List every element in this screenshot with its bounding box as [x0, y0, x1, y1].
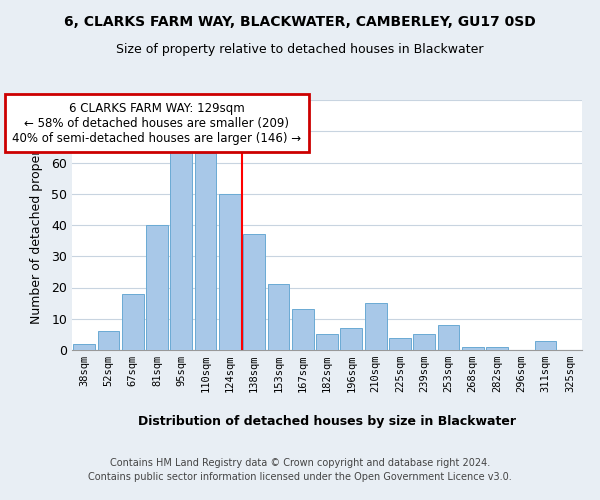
Text: Distribution of detached houses by size in Blackwater: Distribution of detached houses by size …	[138, 415, 516, 428]
Text: Contains HM Land Registry data © Crown copyright and database right 2024.: Contains HM Land Registry data © Crown c…	[110, 458, 490, 468]
Bar	[243, 234, 265, 350]
Bar	[268, 284, 289, 350]
Bar	[146, 225, 168, 350]
Text: 6 CLARKS FARM WAY: 129sqm
← 58% of detached houses are smaller (209)
40% of semi: 6 CLARKS FARM WAY: 129sqm ← 58% of detac…	[13, 102, 302, 144]
Bar	[365, 303, 386, 350]
Text: 6, CLARKS FARM WAY, BLACKWATER, CAMBERLEY, GU17 0SD: 6, CLARKS FARM WAY, BLACKWATER, CAMBERLE…	[64, 15, 536, 29]
Bar	[535, 340, 556, 350]
Bar	[316, 334, 338, 350]
Bar	[73, 344, 95, 350]
Bar	[194, 153, 217, 350]
Bar	[170, 144, 192, 350]
Bar	[97, 331, 119, 350]
Text: Contains public sector information licensed under the Open Government Licence v3: Contains public sector information licen…	[88, 472, 512, 482]
Bar	[437, 325, 460, 350]
Bar	[340, 328, 362, 350]
Bar	[219, 194, 241, 350]
Bar	[413, 334, 435, 350]
Y-axis label: Number of detached properties: Number of detached properties	[30, 126, 43, 324]
Bar	[292, 310, 314, 350]
Bar	[122, 294, 143, 350]
Bar	[389, 338, 411, 350]
Bar	[486, 347, 508, 350]
Text: Size of property relative to detached houses in Blackwater: Size of property relative to detached ho…	[116, 42, 484, 56]
Bar	[462, 347, 484, 350]
